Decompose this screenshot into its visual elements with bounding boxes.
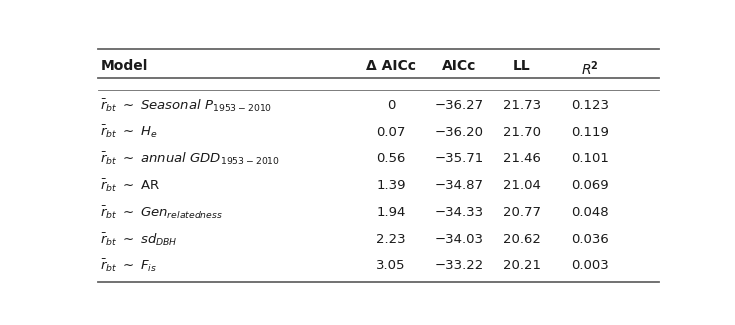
Text: 20.21: 20.21: [503, 259, 541, 272]
Text: −35.71: −35.71: [434, 152, 484, 165]
Text: 21.46: 21.46: [503, 152, 541, 165]
Text: $\bar{r}_{bt}$ $\sim$ $\mathit{Gen}_{relatedness}$: $\bar{r}_{bt}$ $\sim$ $\mathit{Gen}_{rel…: [101, 204, 223, 221]
Text: 0.119: 0.119: [571, 125, 609, 138]
Text: AICc: AICc: [442, 59, 476, 73]
Text: 0.003: 0.003: [571, 259, 609, 272]
Text: $\mathbf{\mathit{R}}^{\mathbf{2}}$: $\mathbf{\mathit{R}}^{\mathbf{2}}$: [581, 59, 599, 78]
Text: 1.39: 1.39: [376, 179, 406, 192]
Text: −34.33: −34.33: [434, 206, 484, 219]
Text: $\bar{r}_{bt}$ $\sim$ $\mathit{annual}$ $\mathit{GDD}_{1953-2010}$: $\bar{r}_{bt}$ $\sim$ $\mathit{annual}$ …: [101, 150, 281, 167]
Text: 0: 0: [387, 99, 395, 112]
Text: 0.07: 0.07: [376, 125, 406, 138]
Text: 0.123: 0.123: [571, 99, 609, 112]
Text: 0.036: 0.036: [571, 233, 609, 246]
Text: LL: LL: [513, 59, 531, 73]
Text: Δ AICc: Δ AICc: [366, 59, 416, 73]
Text: 0.56: 0.56: [376, 152, 406, 165]
Text: 21.04: 21.04: [503, 179, 541, 192]
Text: 0.048: 0.048: [572, 206, 609, 219]
Text: −36.20: −36.20: [435, 125, 484, 138]
Text: 21.70: 21.70: [503, 125, 541, 138]
Text: $\bar{r}_{bt}$ $\sim$ $\mathit{Seasonal}$ $\mathit{P}_{1953-2010}$: $\bar{r}_{bt}$ $\sim$ $\mathit{Seasonal}…: [101, 97, 273, 114]
Text: 20.62: 20.62: [503, 233, 541, 246]
Text: 2.23: 2.23: [376, 233, 406, 246]
Text: −36.27: −36.27: [434, 99, 484, 112]
Text: 1.94: 1.94: [376, 206, 406, 219]
Text: 0.101: 0.101: [571, 152, 609, 165]
Text: $\bar{r}_{bt}$ $\sim$ $\mathit{F}_{is}$: $\bar{r}_{bt}$ $\sim$ $\mathit{F}_{is}$: [101, 258, 157, 274]
Text: 3.05: 3.05: [376, 259, 406, 272]
Text: −34.87: −34.87: [435, 179, 484, 192]
Text: −33.22: −33.22: [434, 259, 484, 272]
Text: −34.03: −34.03: [435, 233, 484, 246]
Text: 0.069: 0.069: [572, 179, 609, 192]
Text: Model: Model: [101, 59, 148, 73]
Text: 20.77: 20.77: [503, 206, 541, 219]
Text: $\bar{r}_{bt}$ $\sim$ $\mathrm{AR}$: $\bar{r}_{bt}$ $\sim$ $\mathrm{AR}$: [101, 177, 160, 194]
Text: $\bar{r}_{bt}$ $\sim$ $\mathit{sd}_{DBH}$: $\bar{r}_{bt}$ $\sim$ $\mathit{sd}_{DBH}…: [101, 231, 178, 248]
Text: $\bar{r}_{bt}$ $\sim$ $\mathit{H}_{e}$: $\bar{r}_{bt}$ $\sim$ $\mathit{H}_{e}$: [101, 124, 158, 140]
Text: 21.73: 21.73: [503, 99, 541, 112]
